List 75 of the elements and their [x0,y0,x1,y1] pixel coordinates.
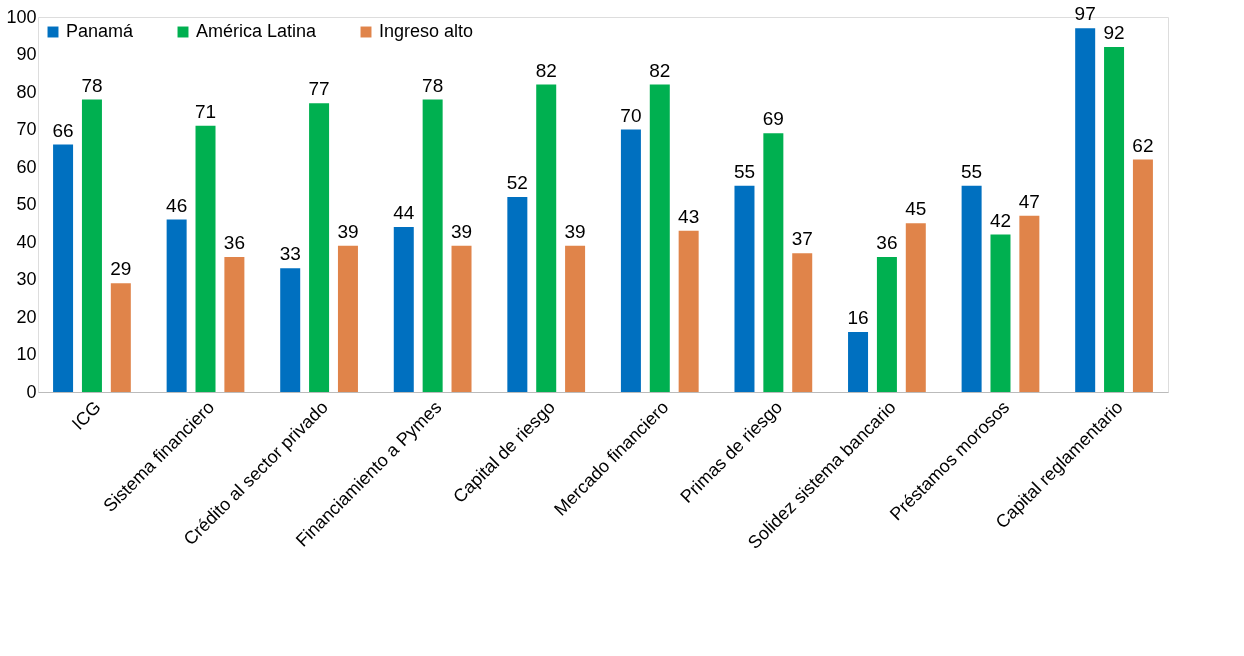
y-tick-label: 90 [16,44,37,64]
bar [110,283,131,392]
x-tick-label: ICG [67,397,105,434]
data-label: 82 [649,59,671,81]
bar [1132,159,1153,392]
data-label: 55 [961,160,983,182]
y-tick-label: 0 [26,381,37,402]
data-label: 55 [733,160,756,182]
bar [990,234,1011,392]
data-label: 43 [678,205,700,227]
bar [536,84,557,392]
data-label: 78 [81,74,103,96]
data-label: 97 [1074,3,1096,25]
data-label: 33 [279,243,301,265]
y-tick-label: 60 [16,156,37,177]
bar [565,245,586,392]
bar [1104,47,1125,392]
data-label: 39 [564,220,586,242]
y-tick-label: 20 [16,306,37,327]
data-label: 39 [450,220,473,242]
bar [81,99,102,392]
bar [393,227,414,392]
bar [53,144,74,392]
data-label: 16 [847,307,869,328]
y-tick-label: 40 [16,231,37,252]
data-label: 71 [194,100,217,122]
data-label: 39 [337,220,359,242]
data-label: 36 [876,232,898,253]
data-label: 45 [905,198,927,220]
bar [337,245,358,392]
bar [1075,28,1096,392]
bar [507,197,528,392]
data-label: 37 [791,228,813,250]
data-label: 62 [1132,134,1154,156]
data-label: 52 [506,172,528,193]
data-label: 70 [620,104,642,126]
bar [620,129,641,392]
y-tick-label: 80 [16,81,37,102]
data-label: 36 [223,232,245,253]
y-tick-label: 100 [6,6,37,27]
data-label: 82 [535,59,557,81]
legend-label: América Latina [196,21,318,41]
bar [422,99,443,392]
y-tick-label: 70 [16,119,37,139]
bar [224,257,245,392]
data-label: 77 [308,78,330,100]
bar [1019,215,1040,392]
bar [763,133,784,392]
data-label: 66 [52,119,74,141]
data-label: 69 [762,108,784,130]
bar [195,125,216,392]
y-tick-label: 10 [16,344,37,364]
data-label: 46 [166,194,188,216]
legend-label: Panamá [66,21,135,41]
legend-label: Ingreso alto [379,21,474,41]
y-tick-label: 50 [16,194,37,214]
bar [678,230,699,392]
data-label: 47 [1018,190,1040,212]
bar [848,332,869,392]
bar [649,84,670,392]
data-label: 78 [422,74,444,96]
bar [309,103,330,392]
bar [734,185,755,392]
y-tick-label: 30 [16,269,37,289]
bar [280,268,301,392]
bar [451,245,472,392]
data-label: 29 [110,258,132,280]
bar [792,253,813,392]
bar [166,219,187,392]
bar [961,185,982,392]
bar [905,223,926,392]
data-label: 92 [1103,22,1125,43]
bar [876,257,897,392]
data-label: 44 [393,202,415,223]
data-label: 42 [989,209,1012,231]
